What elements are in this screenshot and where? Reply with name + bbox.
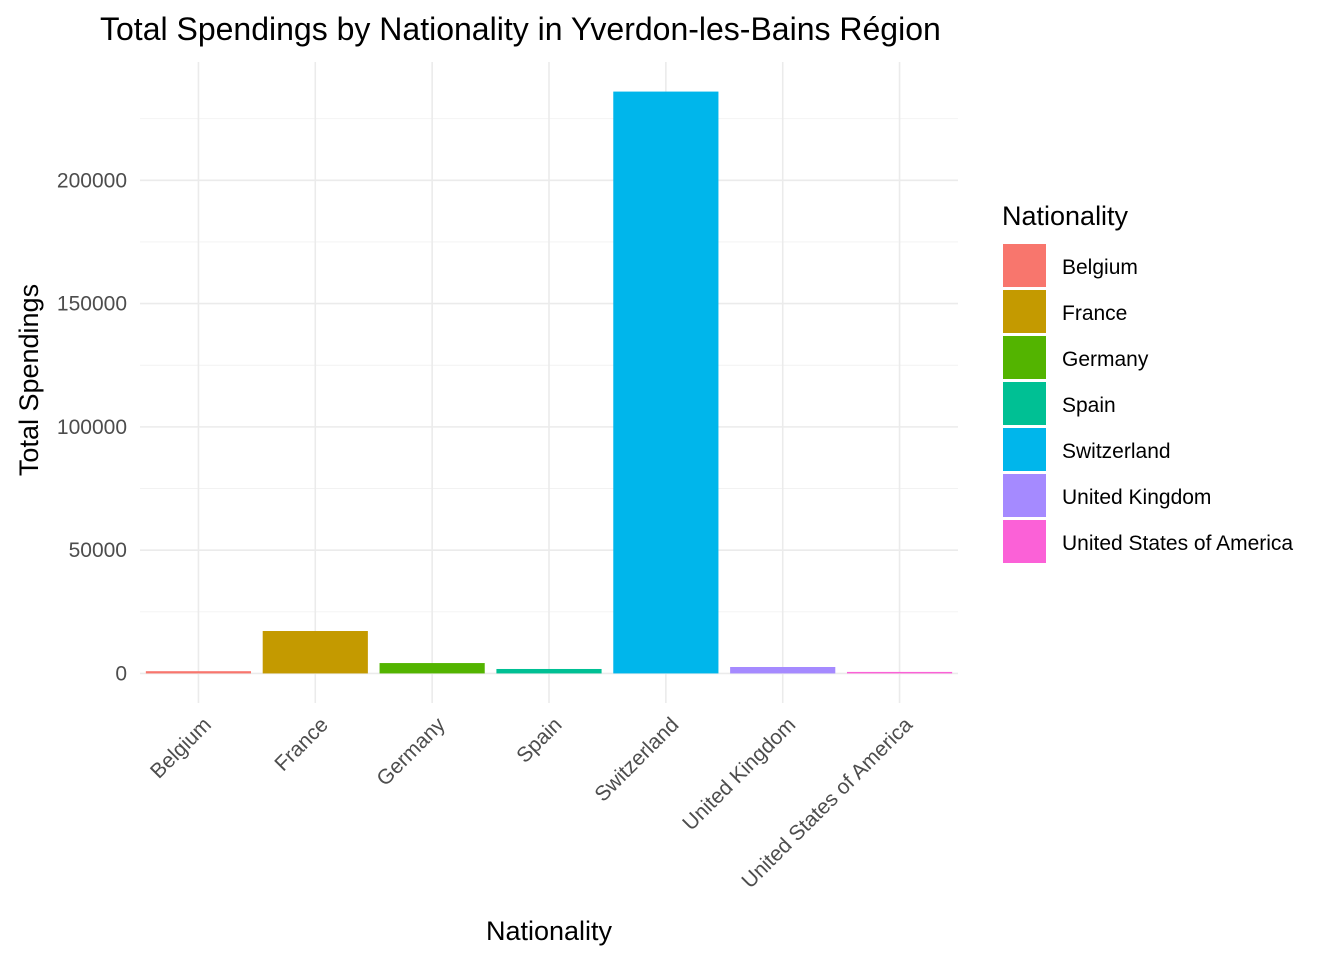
y-tick-label: 150000 (57, 293, 127, 316)
bar (613, 91, 719, 674)
x-axis-title: Nationality (486, 916, 613, 946)
legend-title: Nationality (1002, 201, 1129, 231)
bar (496, 668, 602, 674)
bar (145, 671, 252, 674)
y-axis-ticks: 0 50000 100000 150000 200000 (57, 169, 127, 685)
legend-swatch (1003, 474, 1046, 517)
y-tick-label: 50000 (69, 539, 127, 562)
x-tick-label: Germany (372, 713, 450, 791)
x-axis-ticks: Belgium France Germany Spain SwitzerlandUnit… (146, 713, 917, 893)
bar (262, 631, 368, 674)
legend-swatch (1003, 336, 1046, 379)
legend-label: Belgium (1062, 256, 1138, 279)
bar (730, 667, 836, 674)
legend-swatch (1003, 428, 1046, 471)
x-tick-label: Spain (512, 713, 566, 767)
grid (140, 62, 958, 703)
chart-title: Total Spendings by Nationality in Yverdo… (100, 11, 941, 47)
x-tick-label: Switzerland (590, 713, 683, 806)
x-tick-label: Belgium (146, 713, 216, 783)
x-tick-label: France (270, 713, 332, 775)
legend: Nationality Belgium France Germany Spain Swi… (1002, 201, 1293, 563)
y-axis-title: Total Spendings (14, 284, 44, 476)
y-tick-label: 200000 (57, 169, 127, 192)
legend-swatch (1003, 290, 1046, 333)
legend-swatch (1003, 244, 1046, 287)
legend-label: Germany (1062, 348, 1149, 371)
bars (145, 91, 953, 674)
legend-label: Spain (1062, 394, 1116, 417)
bar (846, 671, 953, 674)
legend-label: United States of America (1062, 532, 1293, 555)
y-tick-label: 100000 (57, 416, 127, 439)
legend-label: Switzerland (1062, 440, 1171, 463)
legend-swatch (1003, 520, 1046, 563)
y-tick-label: 0 (115, 662, 127, 685)
bar (379, 663, 485, 674)
legend-label: United Kingdom (1062, 486, 1211, 509)
legend-label: France (1062, 302, 1127, 325)
x-tick-label: United Kingdom (678, 713, 800, 835)
legend-swatch (1003, 382, 1046, 425)
